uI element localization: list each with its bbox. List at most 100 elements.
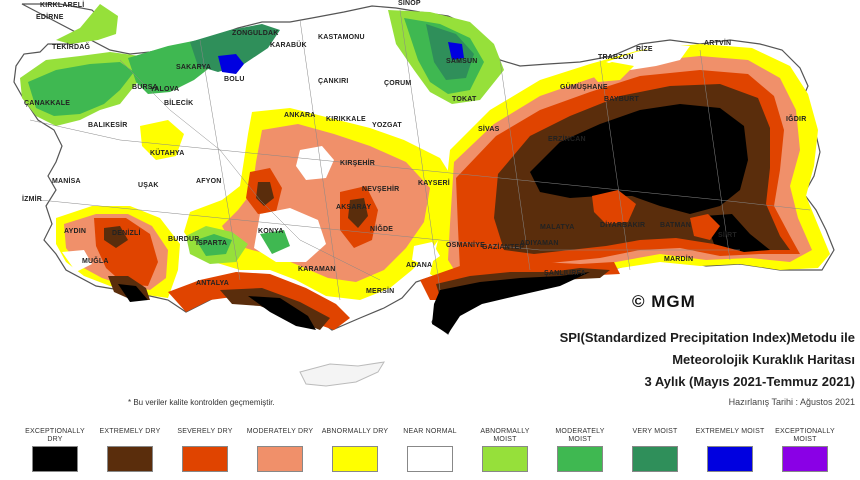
legend-label: ABNORMALLY MOIST bbox=[480, 428, 530, 443]
hatay-exceptional bbox=[432, 272, 590, 334]
legend-swatch bbox=[182, 446, 228, 472]
city-label-kirklareli: KIRKLARELİ bbox=[40, 2, 85, 9]
city-label-sivas: SİVAS bbox=[478, 126, 500, 133]
city-label-yalova: YALOVA bbox=[150, 86, 180, 93]
legend-label: EXCEPTIONALLY DRY bbox=[25, 428, 85, 443]
city-label-mersin: MERSİN bbox=[366, 288, 395, 295]
city-label-manisa: MANİSA bbox=[52, 178, 81, 185]
legend-label: MODERATELY DRY bbox=[246, 428, 314, 435]
legend-item: EXTREMELY DRY bbox=[93, 428, 167, 472]
copyright-label: © MGM bbox=[632, 292, 696, 311]
legend-swatch bbox=[32, 446, 78, 472]
mugla-exceptional bbox=[118, 284, 148, 302]
city-label-bilecik: BİLECİK bbox=[164, 100, 194, 107]
denizli-extreme bbox=[104, 226, 128, 248]
isparta-moderate-moist bbox=[196, 234, 232, 256]
city-label-batman: BATMAN bbox=[660, 222, 692, 229]
city-label-sakarya: SAKARYA bbox=[176, 64, 212, 71]
city-label-kirsehir: KIRŞEHİR bbox=[340, 160, 376, 167]
legend-item: EXTREMELY MOIST bbox=[693, 428, 767, 472]
city-label-igdir: IĞDIR bbox=[786, 116, 807, 123]
city-label-gaziantep: GAZİANTEP bbox=[482, 244, 525, 251]
legend: EXCEPTIONALLY DRY EXTREMELY DRY SEVERELY… bbox=[18, 428, 848, 480]
city-label-canakkale: ÇANAKKALE bbox=[24, 100, 71, 107]
city-label-yozgat: YOZGAT bbox=[372, 122, 402, 129]
map-title-line4: Hazırlanış Tarihi : Ağustos 2021 bbox=[728, 397, 855, 407]
city-label-bolu: BOLU bbox=[224, 76, 245, 83]
province-borders bbox=[29, 9, 811, 301]
legend-label: VERY MOIST bbox=[632, 428, 678, 435]
legend-swatch bbox=[707, 446, 753, 472]
city-label-ankara: ANKARA bbox=[284, 112, 316, 119]
legend-label: ABNORMALLY DRY bbox=[321, 428, 389, 435]
city-label-mardin: MARDİN bbox=[664, 256, 694, 263]
legend-swatch bbox=[107, 446, 153, 472]
legend-item: NEAR NORMAL bbox=[393, 428, 467, 472]
zonguldak-extreme bbox=[218, 54, 244, 74]
city-label-trabzon: TRABZON bbox=[598, 54, 634, 61]
legend-item: MODERATELY DRY bbox=[243, 428, 317, 472]
city-label-rize: RİZE bbox=[636, 46, 653, 53]
city-label-cankiri: ÇANKIRI bbox=[318, 78, 349, 85]
city-label-bayburt: BAYBURT bbox=[604, 96, 639, 103]
data-quality-note: * Bu veriler kalite kontrolden geçmemişt… bbox=[128, 398, 275, 407]
city-label-kirikkale: KIRIKKALE bbox=[326, 116, 366, 123]
nigde-extreme-dry bbox=[348, 198, 368, 228]
map-title-line3: 3 Aylık (Mayıs 2021-Temmuz 2021) bbox=[644, 374, 855, 389]
legend-item: ABNORMALLY DRY bbox=[318, 428, 392, 472]
legend-label: EXTREMELY DRY bbox=[99, 428, 161, 435]
city-label-tokat: TOKAT bbox=[452, 96, 477, 103]
legend-item: VERY MOIST bbox=[618, 428, 692, 472]
city-label-kastamonu: KASTAMONU bbox=[318, 34, 365, 41]
city-label-gumushane: GÜMÜŞHANE bbox=[560, 84, 608, 91]
sinop-extreme bbox=[448, 42, 464, 60]
city-label-adiyaman: ADIYAMAN bbox=[520, 240, 559, 247]
city-label-antalya: ANTALYA bbox=[196, 280, 230, 287]
diyarbakir-severe bbox=[592, 190, 636, 224]
city-label-kutahya: KÜTAHYA bbox=[150, 150, 185, 157]
mugla-near-normal bbox=[62, 250, 92, 272]
city-label-izmir: İZMİR bbox=[22, 196, 43, 203]
legend-label: NEAR NORMAL bbox=[403, 428, 457, 435]
legend-swatch bbox=[782, 446, 828, 472]
legend-swatch bbox=[332, 446, 378, 472]
cyprus-outline bbox=[299, 361, 385, 387]
city-label-denizli: DENİZLİ bbox=[112, 230, 141, 237]
malatya-severe bbox=[690, 214, 720, 240]
sinop-very bbox=[426, 24, 474, 80]
legend-label: SEVERELY DRY bbox=[177, 428, 233, 435]
kayseri-near-normal bbox=[412, 242, 440, 266]
legend-label: MODERATELY MOIST bbox=[555, 428, 605, 443]
city-label-artvin: ARTVİN bbox=[704, 40, 732, 47]
legend-item: ABNORMALLY MOIST bbox=[468, 428, 542, 472]
near-normal-ankara bbox=[296, 146, 334, 180]
city-label-konya: KONYA bbox=[258, 228, 284, 235]
legend-item: SEVERELY DRY bbox=[168, 428, 242, 472]
city-label-karabuk: KARABÜK bbox=[270, 42, 307, 49]
city-label-mugla: MUĞLA bbox=[82, 258, 109, 265]
city-label-aksaray: AKSARAY bbox=[336, 204, 372, 211]
city-label-isparta: ISPARTA bbox=[196, 240, 228, 247]
city-label-osmaniye: OSMANİYE bbox=[446, 242, 485, 249]
legend-item: EXCEPTIONALLY MOIST bbox=[768, 428, 842, 472]
antalya-exceptional bbox=[248, 296, 316, 330]
city-label-aydin: AYDIN bbox=[64, 228, 87, 235]
city-label-erzincan: ERZİNCAN bbox=[548, 136, 586, 143]
legend-label: EXCEPTIONALLY MOIST bbox=[775, 428, 835, 443]
rize-near-normal bbox=[606, 46, 690, 70]
city-label-zonguldak: ZONGULDAK bbox=[232, 30, 279, 37]
map-title-line1: SPI(Standardized Precipitation Index)Met… bbox=[559, 330, 855, 345]
city-label-corum: ÇORUM bbox=[384, 80, 412, 87]
legend-item: MODERATELY MOIST bbox=[543, 428, 617, 472]
city-label-samsun: SAMSUN bbox=[446, 58, 478, 65]
city-label-diyarbakir: DİYARBAKIR bbox=[600, 222, 646, 229]
legend-swatch bbox=[407, 446, 453, 472]
city-label-balikesir: BALIKESİR bbox=[88, 122, 128, 129]
legend-item: EXCEPTIONALLY DRY bbox=[18, 428, 92, 472]
zonguldak-patch bbox=[190, 24, 280, 72]
city-label-tekirdag: TEKİRDAĞ bbox=[52, 44, 91, 51]
city-label-siirt: SİİRT bbox=[718, 232, 737, 239]
city-label-usak: UŞAK bbox=[138, 182, 159, 189]
legend-swatch bbox=[557, 446, 603, 472]
